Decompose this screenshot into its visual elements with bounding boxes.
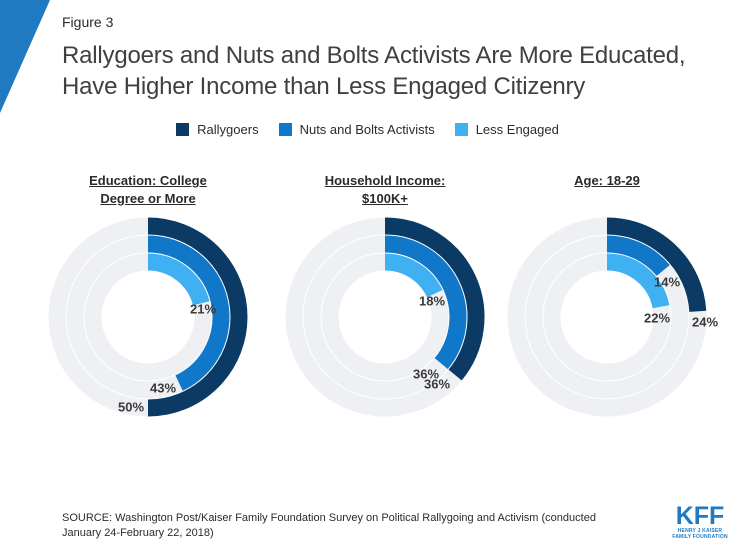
data-label: 43% [150,380,176,395]
legend-swatch-less-engaged [454,123,468,136]
data-label: 36% [413,366,439,381]
logo-subtitle-1: HENRY J KAISER [677,528,723,534]
figure-label: Figure 3 [62,14,114,30]
legend-item-less-engaged: Less Engaged [454,122,559,137]
chart-3-title: Age: 18-29 [527,172,687,190]
chart-1-title-line1: Education: College [89,173,207,188]
chart-title: Rallygoers and Nuts and Bolts Activists … [62,42,686,100]
logo-wordmark: KFF [675,502,725,530]
chart-2-title: Household Income: $100K+ [305,172,465,208]
chart-2-title-line2: $100K+ [362,191,408,206]
logo-subtitle-2: FAMILY FOUNDATION [672,534,728,540]
legend-label: Rallygoers [197,122,259,137]
data-label: 24% [692,314,718,329]
legend-item-rallygoers: Rallygoers [176,122,259,137]
data-label: 21% [190,301,216,316]
data-label: 22% [644,310,670,325]
bar-less-engaged [606,253,670,309]
chart-3-title-line1: Age: 18-29 [574,173,640,188]
legend-label: Nuts and Bolts Activists [299,122,435,137]
bar-rallygoers [606,217,707,313]
bar-nuts-and-bolts-activists [384,235,467,369]
bar-less-engaged [384,253,443,298]
chart-2-title-line1: Household Income: [324,173,446,188]
data-label: 36% [424,376,450,391]
data-label: 50% [118,399,144,414]
kff-logo: KFF HENRY J KAISER FAMILY FOUNDATION [671,502,729,541]
legend-item-activists: Nuts and Bolts Activists [278,122,435,137]
chart-1-title: Education: College Degree or More [68,172,228,208]
bar-nuts-and-bolts-activists [606,235,670,277]
bar-less-engaged [147,253,210,306]
bar-rallygoers [147,217,248,417]
chart-1-title-line2: Degree or More [100,191,196,206]
legend-label: Less Engaged [475,122,559,137]
legend: Rallygoers Nuts and Bolts Activists Less… [0,122,735,137]
bar-rallygoers [384,217,485,381]
data-label: 14% [654,274,680,289]
legend-swatch-rallygoers [176,123,190,136]
radial-chart-1: 50% 43% 21% [48,217,248,417]
bar-nuts-and-bolts-activists [147,235,230,391]
source-note: SOURCE: Washington Post/Kaiser Family Fo… [62,512,596,539]
legend-swatch-activists [278,123,292,136]
radial-chart-2: 36%36% 18% [285,217,485,417]
data-label: 18% [419,293,445,308]
radial-chart-3: 24% 14% 22% [507,217,718,417]
